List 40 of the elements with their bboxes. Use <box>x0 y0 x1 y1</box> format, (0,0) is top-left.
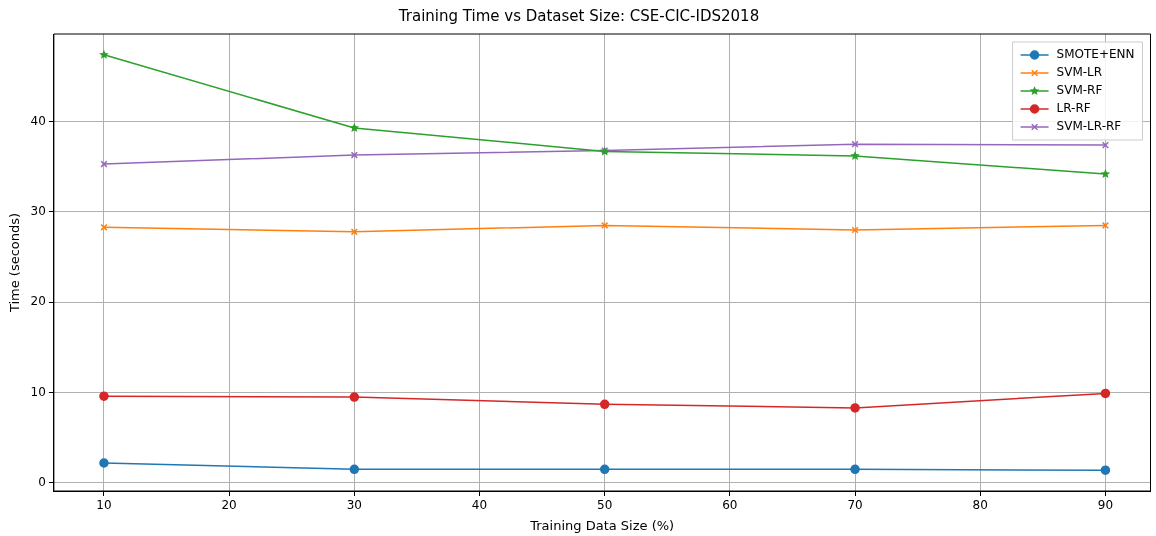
chart-title: Training Time vs Dataset Size: CSE-CIC-IDS2018 <box>397 6 760 25</box>
x-tick-label: 20 <box>221 498 237 513</box>
legend-label: SVM-RF <box>1056 83 1103 98</box>
point <box>99 391 109 401</box>
y-tick-label: 40 <box>30 113 46 128</box>
legend-label: LR-RF <box>1056 101 1091 116</box>
x-tick-label: 40 <box>471 498 488 513</box>
point <box>349 464 360 475</box>
point <box>850 150 860 160</box>
point <box>349 122 360 132</box>
point <box>100 160 108 168</box>
x-tick-label: 50 <box>597 498 613 513</box>
legend-label: SMOTE+ENN <box>1056 47 1135 62</box>
x-tick-label: 60 <box>722 498 738 513</box>
point <box>1100 465 1111 475</box>
y-tick-label: 20 <box>30 294 46 309</box>
point <box>850 403 860 413</box>
x-axis-title: Training Data Size (%) <box>529 517 675 533</box>
legend-label: SVM-LR-RF <box>1056 119 1122 134</box>
legend-label: SVM-LR <box>1056 65 1103 80</box>
point <box>850 464 860 475</box>
x-tick-label: 90 <box>1097 498 1114 513</box>
point <box>1100 388 1111 399</box>
y-tick-label: 30 <box>30 204 46 219</box>
x-tick-label: 10 <box>96 498 112 513</box>
point <box>851 226 859 234</box>
point <box>1100 168 1111 179</box>
y-tick-label: 10 <box>30 384 46 399</box>
point <box>99 458 109 468</box>
y-tick-label: 0 <box>38 475 46 489</box>
point <box>99 49 109 59</box>
point <box>599 399 610 410</box>
x-tick-label: 80 <box>972 498 988 513</box>
point <box>1101 141 1110 149</box>
x-tick-label: 30 <box>346 498 362 513</box>
y-axis-title: Time (seconds) <box>7 212 23 314</box>
point <box>1101 221 1110 230</box>
point <box>349 392 360 402</box>
point <box>599 464 610 475</box>
x-tick-label: 70 <box>847 498 863 513</box>
